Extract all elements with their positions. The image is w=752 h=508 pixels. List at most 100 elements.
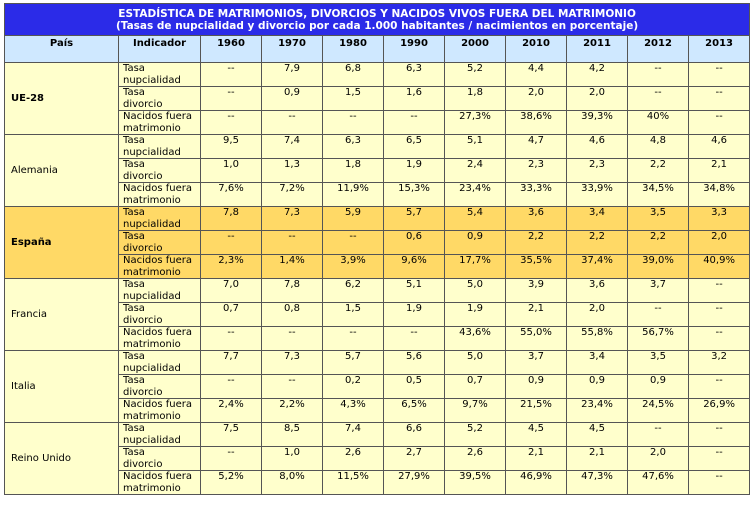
value-cell: -- [200,374,262,399]
value-cell: 6,5 [383,134,445,159]
indicator-label: Nacidos fuera [123,399,192,410]
value-cell: 1,9 [444,302,506,327]
indicator-label: matrimonio [123,122,181,134]
value-cell: 2,6 [444,446,506,471]
value-cell: 3,9 [505,278,567,303]
value-cell: 3,5 [627,350,689,375]
value-cell: 40,9% [687,254,751,279]
value-cell: 5,7 [383,206,445,231]
indicator-label: divorcio [123,170,163,182]
value-cell: 2,2 [566,230,628,255]
value-cell: 1,8 [444,86,506,111]
value-cell: 34,5% [627,182,689,207]
value-cell: 33,3% [505,182,567,207]
value-cell: 5,1 [383,278,445,303]
value-cell: 4,3% [322,398,384,423]
column-header: 2013 [687,35,751,63]
value-cell: 5,6 [383,350,445,375]
value-cell: 15,3% [383,182,445,207]
value-cell: -- [383,326,445,351]
indicator-cell: Tasa nupcialidad [118,134,201,159]
table-row: Francia Tasa nupcialidad 7,0 7,8 6,2 5,1 5,0 3,9… [4,278,751,351]
value-cell: -- [200,446,262,471]
table-row: Nacidos fuera matrimonio -- -- -- -- 43,6% 55,0… [5,326,751,351]
indicator-label: Tasa [123,375,145,386]
indicator-label: matrimonio [123,338,181,350]
value-cell: 2,7 [383,446,445,471]
table-row: Italia Tasa nupcialidad 7,7 7,3 5,7 5,6 5,0 3,7 3… [4,350,751,423]
value-cell: 7,4 [261,134,323,159]
value-cell: 3,6 [566,278,628,303]
indicator-cell: Tasa divorcio [118,230,201,255]
value-cell: 26,9% [687,398,751,423]
value-cell: 3,7 [505,350,567,375]
column-header: 2012 [627,35,689,63]
value-cell: 23,4% [566,398,628,423]
value-cell: 4,8 [627,134,689,159]
value-cell: -- [200,62,262,87]
value-cell: 9,7% [444,398,506,423]
value-cell: 17,7% [444,254,506,279]
value-cell: 1,0 [261,446,323,471]
table-row: Tasa divorcio -- -- 0,2 0,5 0,7 0,9 0,9 0,9 -- [5,374,751,399]
value-cell: 47,3% [566,470,628,495]
value-cell: 37,4% [566,254,628,279]
value-cell: 3,6 [505,206,567,231]
value-cell: 6,2 [322,278,384,303]
value-cell: 55,8% [566,326,628,351]
indicator-label: matrimonio [123,410,181,422]
value-cell: -- [687,110,751,135]
title-text: ESTADÍSTICA DE MATRIMONIOS, DIVORCIOS Y … [118,7,636,20]
value-cell: 0,8 [261,302,323,327]
title-row: ESTADÍSTICA DE MATRIMONIOS, DIVORCIOS Y … [3,3,751,36]
value-cell: 3,4 [566,206,628,231]
value-cell: 2,3% [200,254,262,279]
value-cell: -- [627,62,689,87]
table-row: Nacidos fuera matrimonio 2,3% 1,4% 3,9% 9,6% 1… [5,254,751,279]
indicator-label: nupcialidad [123,290,181,302]
value-cell: 33,9% [566,182,628,207]
indicator-label: Nacidos fuera [123,327,192,338]
value-cell: 5,9 [322,206,384,231]
value-cell: 27,3% [444,110,506,135]
indicator-label: nupcialidad [123,218,181,230]
statistics-table: ESTADÍSTICA DE MATRIMONIOS, DIVORCIOS Y … [3,3,751,495]
indicator-label: nupcialidad [123,74,181,86]
value-cell: 38,6% [505,110,567,135]
value-cell: 2,0 [687,230,751,255]
value-cell: 7,9 [261,62,323,87]
table-body: UE-28 Tasa nupcialidad -- 7,9 6,8 6,3 5,2 4,4 4,2… [4,62,751,495]
indicator-cell: Nacidos fuera matrimonio [118,254,201,279]
value-cell: 8,0% [261,470,323,495]
value-cell: 0,9 [505,374,567,399]
value-cell: 5,2 [444,422,506,447]
value-cell: -- [687,302,751,327]
table-row: Reino Unido Tasa nupcialidad 7,5 8,5 7,4 6,6 5,… [4,422,751,495]
indicator-label: Tasa [123,279,145,290]
indicator-label: matrimonio [123,194,181,206]
value-cell: 0,9 [566,374,628,399]
table-row: Tasa divorcio 1,0 1,3 1,8 1,9 2,4 2,3 2,3 2,2 2,1 [5,158,751,183]
value-cell: 4,2 [566,62,628,87]
table-row: UE-28 Tasa nupcialidad -- 7,9 6,8 6,3 5,2 4,4 4,2… [4,62,751,135]
value-cell: 2,2 [627,158,689,183]
value-cell: 3,4 [566,350,628,375]
value-cell: 3,9% [322,254,384,279]
value-cell: 7,0 [200,278,262,303]
indicator-cell: Tasa nupcialidad [118,422,201,447]
value-cell: 6,3 [383,62,445,87]
value-cell: -- [687,278,751,303]
value-cell: 55,0% [505,326,567,351]
value-cell: 23,4% [444,182,506,207]
value-cell: 1,3 [261,158,323,183]
table-row: Tasa divorcio 0,7 0,8 1,5 1,9 1,9 2,1 2,0 -- -- [5,302,751,327]
column-header: 2010 [505,35,567,63]
value-cell: 7,3 [261,350,323,375]
value-cell: 5,0 [444,278,506,303]
indicator-label: divorcio [123,98,163,110]
value-cell: -- [627,86,689,111]
value-cell: 2,4% [200,398,262,423]
value-cell: -- [200,110,262,135]
indicator-cell: Nacidos fuera matrimonio [118,326,201,351]
value-cell: 3,7 [627,278,689,303]
